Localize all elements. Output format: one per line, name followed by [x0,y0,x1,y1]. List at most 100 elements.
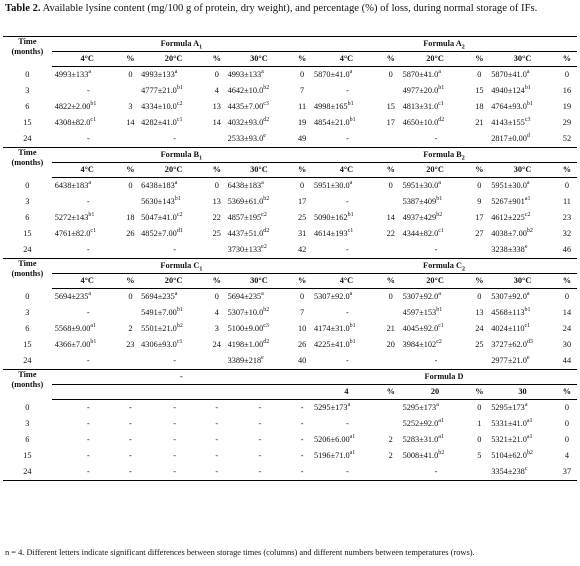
significance-superscript: d1 [176,228,183,235]
table-row: 0 6438±183a 0 6438±183a 0 6438±183a 0 5951±30.0… [3,178,577,195]
temperature-header: 30°C [488,51,557,67]
lysine-value-cell: 4597±153b1 [400,305,471,321]
lysine-value-cell: 5295±173a [400,400,471,417]
lysine-value: 4764±93.0 [491,102,527,111]
loss-percent-cell: - [209,432,225,448]
percent-header: % [209,273,225,289]
percent-header: % [470,273,489,289]
significance-superscript: a [438,291,441,298]
formula-header-row: Time (months) Formula A1 Formula A2 [3,36,577,67]
lysine-value-cell: 4852±7.00d1 [138,226,209,242]
loss-percent: 14 [212,118,221,127]
loss-percent: 0 [477,70,482,79]
lysine-value: 5870±41.0 [491,70,527,79]
loss-percent-cell: - [122,464,139,481]
loss-percent: 0 [564,70,570,79]
formula-header: Formula A1 [51,36,311,52]
significance-superscript: a1 [526,418,533,425]
formula-name: Formula D [424,372,464,381]
lysine-value-cell: - [51,464,123,481]
loss-percent: 4 [564,451,570,460]
lysine-value-cell: 4308±82.0c1 [52,115,123,131]
lysine-value: - [86,451,90,460]
lysine-value-cell: 5321±21.0a1 [488,432,557,448]
table-caption: Table 2. Available lysine content (mg/10… [5,2,575,15]
loss-percent: 17 [386,118,395,127]
significance-superscript: b2 [438,450,445,457]
lysine-value: - [346,356,349,365]
loss-percent: 2 [128,324,133,333]
loss-percent-cell: 15 [471,83,489,99]
lysine-value: - [346,134,349,143]
loss-percent: 52 [562,134,572,143]
loss-percent: 1 [477,419,482,428]
loss-percent: 31 [297,229,307,238]
loss-percent: 24 [562,324,572,333]
lysine-value: 5491±7.00 [141,308,177,317]
caption-text: Available lysine content (mg/100 g of pr… [42,3,538,14]
loss-percent-cell [382,416,400,432]
temperature-header: 20°C [399,273,471,289]
lysine-value: 5321±21.0 [491,435,527,444]
lysine-value: - [173,403,176,412]
loss-percent-cell: 0 [123,289,139,306]
significance-superscript: b1 [88,212,95,219]
lysine-value-cell: - [400,353,471,370]
lysine-value-cell: - [311,131,382,148]
percent-header [122,384,139,400]
lysine-value: 4435±7.00 [227,102,264,111]
loss-percent-cell: 0 [123,178,139,195]
lysine-value: 5501±21.0 [141,324,177,333]
lysine-value-cell: 5694±235a [225,289,294,306]
lysine-value-cell: 5307±92.0a [400,289,471,306]
loss-percent: 13 [212,197,221,206]
loss-percent-cell: 25 [471,337,489,353]
loss-percent: 0 [388,292,393,301]
lysine-value: 5870±41.0 [313,70,350,79]
lysine-value-cell: - [52,83,123,99]
percent-header [293,384,311,400]
loss-percent-cell: 4 [209,305,225,321]
loss-percent: 19 [562,102,572,111]
lysine-value: - [86,435,90,444]
lysine-value-cell: 4650±10.0d2 [400,115,471,131]
lysine-value-cell: 4993±133a [52,67,123,84]
loss-percent: - [129,403,132,412]
loss-percent: 26 [297,340,307,349]
lysine-value: 4334±10.0 [141,102,177,111]
time-header: Time (months) [3,147,52,178]
temperature-header: 30 [488,384,557,400]
lysine-value: - [173,245,176,254]
loss-percent: 0 [300,70,305,79]
formula-name: Formula C [423,261,462,270]
lysine-value: 4612±225 [491,213,525,222]
time-cell: 0 [25,180,30,190]
lysine-value-cell: 4306±93.0c1 [138,337,209,353]
time-cell: 15 [23,340,32,349]
lysine-value-cell: 4614±193c1 [311,226,382,242]
significance-superscript: d2 [263,117,270,124]
lysine-value-cell: 4344±82.0c1 [400,226,471,242]
loss-percent-cell: 17 [382,115,400,131]
lysine-value: 4813±31.0 [402,102,439,111]
lysine-value: - [86,86,90,95]
lysine-value: 4993±133 [141,70,175,79]
significance-superscript: d2 [263,339,270,346]
loss-percent-cell [382,305,400,321]
loss-percent: 0 [214,181,219,190]
significance-superscript: a [526,180,530,187]
formula-header: - [51,369,311,385]
lysine-value-cell: 5951±30.0a [311,178,382,195]
lysine-value: 2977±21.0 [491,356,527,365]
lysine-value: 3354±238 [491,467,525,476]
lysine-value-cell: 6438±183a [138,178,209,195]
lysine-value-cell: 3238±338e [488,242,557,259]
lysine-value-cell: - [52,353,123,370]
loss-percent-cell: 21 [382,321,400,337]
lysine-value-cell: 4435±7.00c3 [225,99,294,115]
lysine-value-cell: 4437±51.0d2 [225,226,294,242]
loss-percent-cell: 7 [293,83,311,99]
lysine-value: - [86,356,90,365]
loss-percent-cell [382,83,400,99]
lysine-value-cell: - [138,353,209,370]
